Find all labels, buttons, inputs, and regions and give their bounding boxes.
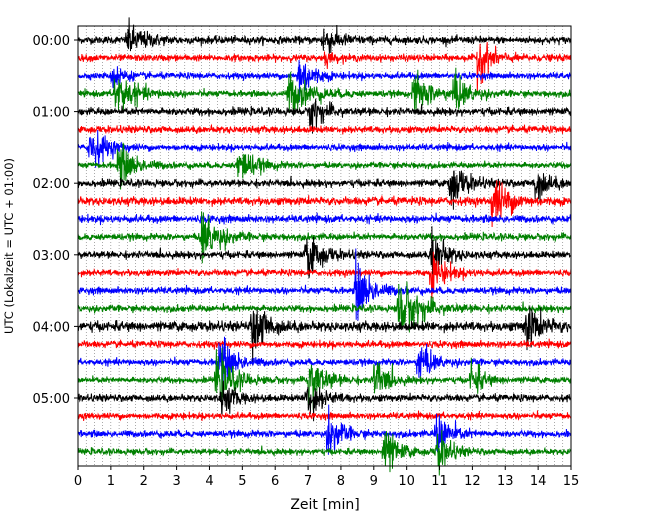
y-tick-label: 05:00 [33,392,70,407]
trace-row-11 [77,211,572,264]
trace-row-14 [77,248,572,321]
x-tick-label: 4 [205,474,213,489]
trace-row-21 [77,410,572,422]
x-tick-label: 9 [370,474,378,489]
x-tick-label: 5 [238,474,246,489]
x-tick-label: 8 [337,474,345,489]
x-tick-label: 0 [74,474,82,489]
x-tick-label: 7 [304,474,312,489]
trace-row-9 [77,180,572,228]
x-tick-label: 14 [530,474,547,489]
y-tick-label: 03:00 [33,249,70,264]
trace-row-13 [77,251,572,299]
x-tick-label: 2 [140,474,148,489]
trace-row-23 [77,430,572,476]
trace-row-6 [77,129,572,168]
x-tick-label: 11 [431,474,448,489]
y-tick-label: 01:00 [33,106,70,121]
y-axis-label: UTC (Lokalzeit = UTC + 01:00) [2,158,16,334]
trace-row-5 [77,123,572,135]
trace-row-4 [77,98,572,134]
trace-row-12 [77,226,572,279]
x-tick-label: 1 [107,474,115,489]
grid-lines [85,26,564,466]
trace-row-3 [77,67,572,115]
x-tick-label: 10 [398,474,415,489]
trace-row-22 [77,404,572,458]
trace-row-2 [78,59,572,102]
x-tick-label: 3 [172,474,180,489]
x-tick-label: 6 [271,474,279,489]
trace-row-1 [77,41,572,94]
x-tick-label: 15 [563,474,580,489]
x-axis-label: Zeit [min] [290,497,359,513]
trace-row-18 [77,336,572,391]
y-axis-ticks: 00:00 01:00 02:00 03:00 04:00 05:00 [33,34,78,407]
y-tick-label: 02:00 [33,177,70,192]
trace-row-20 [77,380,572,422]
trace-row-17 [77,338,572,350]
trace-row-8 [77,170,572,210]
y-tick-label: 00:00 [33,34,70,49]
x-axis-ticks: 0 1 2 3 4 5 6 7 8 9 10 11 12 13 14 15 [74,466,579,489]
trace-row-16 [77,306,572,366]
trace-row-10 [77,212,572,226]
y-tick-label: 04:00 [33,320,70,335]
x-tick-label: 12 [464,474,481,489]
seismic-traces [77,17,572,476]
plot-frame [77,25,572,467]
trace-row-15 [77,281,572,333]
trace-row-19 [77,347,572,410]
trace-row-7 [77,142,572,190]
x-tick-label: 13 [497,474,514,489]
trace-row-0 [77,17,572,54]
